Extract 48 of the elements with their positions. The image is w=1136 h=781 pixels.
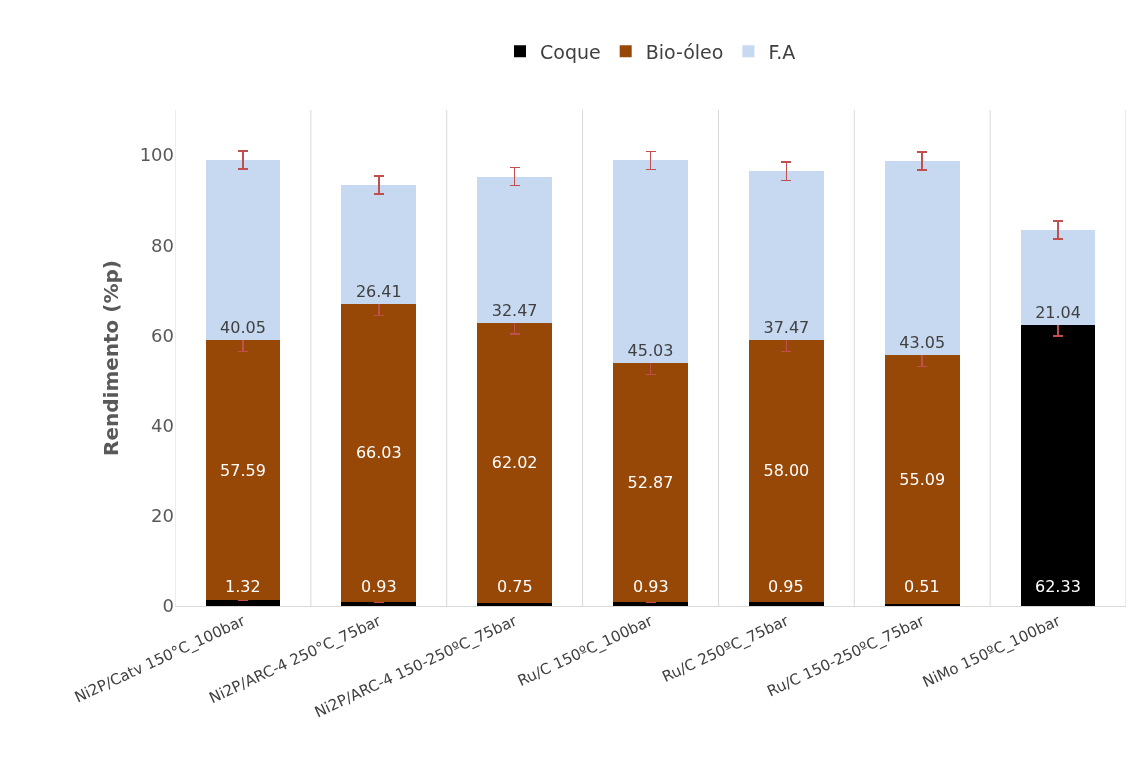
- bar: [341, 304, 417, 602]
- data-label: 37.47: [763, 318, 810, 338]
- data-label: 0.93: [361, 577, 397, 596]
- data-label: 1.32: [225, 577, 261, 596]
- bar: [613, 601, 688, 606]
- y-tick-label: 20: [151, 505, 174, 527]
- bar: [613, 363, 688, 602]
- bar: [477, 176, 552, 323]
- y-axis-title: Rendimento (%p): [99, 260, 124, 456]
- y-tick-label: 60: [151, 324, 174, 346]
- bar: [884, 161, 960, 356]
- data-label: 45.03: [627, 341, 674, 361]
- bar: [205, 600, 281, 606]
- data-label: 55.09: [899, 469, 946, 489]
- data-label: 0.95: [768, 577, 804, 596]
- data-label: 26.41: [355, 282, 402, 302]
- data-label: 21.04: [1035, 302, 1081, 322]
- data-label: 62.33: [1035, 577, 1081, 596]
- data-label: 57.59: [220, 460, 266, 480]
- data-label: 0.51: [904, 577, 940, 596]
- legend-label: Bio-óleo: [645, 40, 724, 63]
- bar: [477, 322, 552, 603]
- data-label: 32.47: [491, 300, 538, 320]
- bar: [749, 601, 824, 606]
- data-label: 43.05: [899, 333, 946, 353]
- bar: [749, 171, 824, 341]
- data-label: 58.00: [763, 461, 810, 481]
- data-label: 0.75: [497, 577, 533, 596]
- legend-label: Coque: [540, 40, 601, 63]
- bar: [884, 355, 960, 604]
- bar: [341, 184, 417, 305]
- bar: [205, 159, 281, 341]
- y-tick-label: 40: [151, 414, 174, 436]
- bar: [341, 601, 417, 606]
- data-label: 40.05: [220, 318, 266, 338]
- y-tick-label: 80: [151, 234, 174, 256]
- data-label: 66.03: [355, 443, 402, 463]
- bar: [1020, 230, 1096, 325]
- bar: [613, 160, 688, 364]
- data-label: 52.87: [627, 473, 674, 493]
- data-label: 0.93: [633, 577, 669, 596]
- data-label: 62.02: [491, 453, 538, 473]
- legend-label: F.A: [768, 40, 796, 63]
- bar: [1020, 324, 1096, 606]
- bar: [205, 340, 281, 601]
- y-tick-label: 0: [162, 595, 174, 617]
- y-tick-label: 100: [139, 144, 174, 166]
- bar: [749, 340, 824, 602]
